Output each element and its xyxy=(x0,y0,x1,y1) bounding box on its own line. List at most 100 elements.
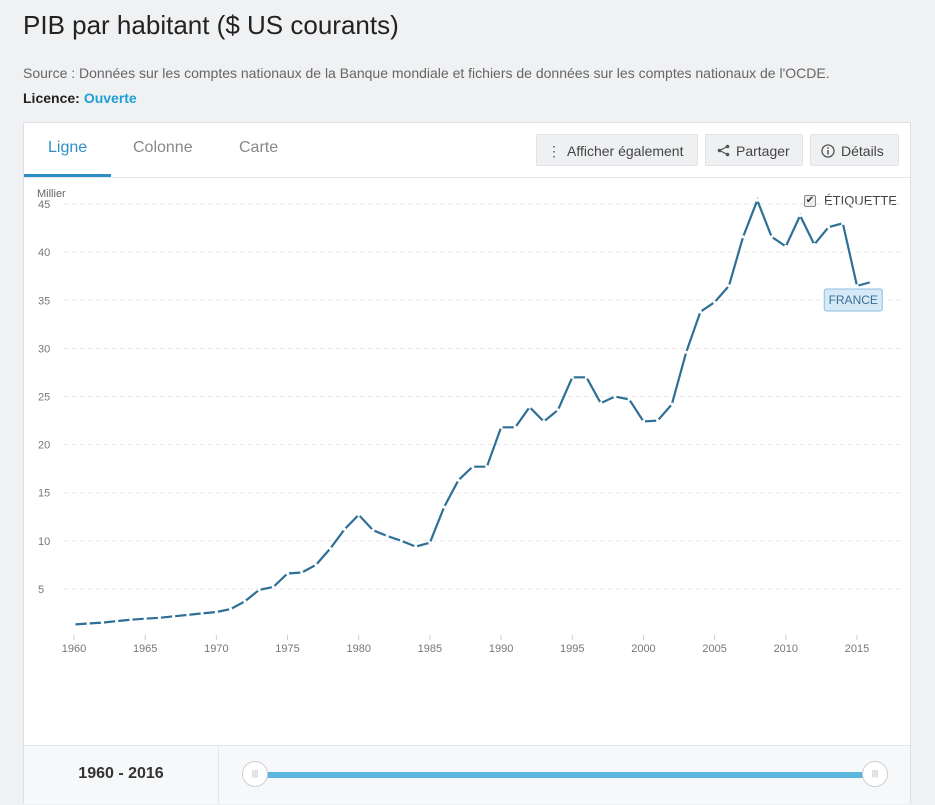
x-tick-label-1970: 1970 xyxy=(204,643,228,655)
grid xyxy=(64,203,902,590)
data-point-1977 xyxy=(314,563,318,567)
share-button[interactable]: Partager xyxy=(705,134,803,166)
data-point-1990 xyxy=(499,425,503,429)
x-tick-label-1965: 1965 xyxy=(133,643,157,655)
data-point-1982 xyxy=(385,534,389,538)
data-point-1974 xyxy=(271,585,275,589)
details-button[interactable]: Détails xyxy=(810,134,899,166)
data-point-1961 xyxy=(86,621,90,626)
series-label-box xyxy=(823,288,883,312)
data-point-2002 xyxy=(670,402,674,406)
data-point-1989 xyxy=(485,465,489,469)
data-points xyxy=(72,198,873,627)
x-tick-label-2005: 2005 xyxy=(702,643,726,655)
data-point-1978 xyxy=(328,546,332,551)
data-point-1988 xyxy=(471,465,475,469)
data-point-1991 xyxy=(513,425,517,429)
show-also-label: Afficher également xyxy=(567,143,684,159)
data-point-1985 xyxy=(428,541,432,545)
data-point-1965 xyxy=(143,617,147,621)
data-point-1960 xyxy=(72,622,76,627)
y-tick-label-35: 35 xyxy=(38,295,50,307)
series-label-france: FRANCE xyxy=(829,293,878,307)
tab-colonne[interactable]: Colonne xyxy=(133,139,193,156)
data-point-1972 xyxy=(243,599,247,604)
data-point-2008 xyxy=(755,198,759,202)
licence-label: Licence: xyxy=(23,90,80,106)
data-point-2006 xyxy=(727,284,731,288)
data-point-2011 xyxy=(798,214,802,218)
series-line-france xyxy=(73,197,872,626)
y-tick-label-20: 20 xyxy=(38,440,50,452)
source-text: Source : Données sur les comptes nationa… xyxy=(23,65,830,81)
time-range-bar: 1960 - 2016 ||| ||| xyxy=(24,745,910,804)
info-icon xyxy=(821,135,835,167)
data-point-2014 xyxy=(841,221,845,225)
data-point-2005 xyxy=(713,300,717,304)
licence-link[interactable]: Ouverte xyxy=(83,90,137,106)
data-point-2009 xyxy=(769,235,774,239)
x-tick-label-1975: 1975 xyxy=(275,643,299,655)
active-tab-indicator xyxy=(24,174,111,177)
x-tick-label-1960: 1960 xyxy=(62,643,86,655)
y-axis-label: Millier xyxy=(37,188,66,200)
data-point-1987 xyxy=(456,478,460,482)
data-point-1992 xyxy=(527,405,532,409)
data-point-2010 xyxy=(784,244,788,249)
y-tick-label-10: 10 xyxy=(38,536,50,548)
y-tick-label-15: 15 xyxy=(38,488,50,500)
tab-carte[interactable]: Carte xyxy=(239,139,279,156)
data-point-1980 xyxy=(357,513,361,517)
data-point-2003 xyxy=(684,350,688,354)
data-point-1967 xyxy=(172,614,176,618)
kebab-icon: ⋮ xyxy=(547,143,561,159)
data-point-1964 xyxy=(129,618,133,622)
range-start-handle[interactable]: ||| xyxy=(242,761,268,787)
label-checkbox[interactable]: ✔ xyxy=(804,195,816,207)
line-chart: Millier 5 10 15 20 25 30 35 40 45 1960 1965 1970 197… xyxy=(37,188,902,655)
data-point-1979 xyxy=(342,527,347,531)
y-tick-label-5: 5 xyxy=(38,584,44,596)
data-point-1971 xyxy=(229,607,233,611)
data-point-1993 xyxy=(542,419,546,424)
x-tick-label-2000: 2000 xyxy=(631,643,655,655)
data-point-1973 xyxy=(257,588,261,592)
data-point-1981 xyxy=(371,528,375,532)
data-point-2015 xyxy=(855,284,859,288)
data-point-2007 xyxy=(741,235,745,239)
range-slider-track[interactable] xyxy=(254,772,876,778)
data-point-1966 xyxy=(157,616,162,620)
x-tick-label-1985: 1985 xyxy=(418,643,442,655)
data-point-2004 xyxy=(698,310,703,314)
axis-ticks: 5 10 15 20 25 30 35 40 45 1960 1965 1970 1975 1980 198… xyxy=(38,199,869,655)
data-point-1998 xyxy=(613,394,617,399)
y-tick-label-45: 45 xyxy=(38,199,50,211)
x-tick-label-1990: 1990 xyxy=(489,643,513,655)
data-point-1969 xyxy=(200,611,204,616)
data-point-1996 xyxy=(584,375,589,379)
data-point-2012 xyxy=(812,242,816,247)
data-point-1968 xyxy=(186,613,190,617)
data-point-2000 xyxy=(641,419,646,424)
data-point-1999 xyxy=(627,397,631,401)
x-tick-label-2015: 2015 xyxy=(845,643,869,655)
data-point-1986 xyxy=(442,505,446,509)
data-point-2013 xyxy=(826,225,831,229)
x-tick-label-2010: 2010 xyxy=(774,643,798,655)
data-point-2016 xyxy=(869,280,873,284)
x-tick-label-1980: 1980 xyxy=(346,643,370,655)
data-point-1984 xyxy=(414,544,418,549)
data-point-1994 xyxy=(556,408,560,412)
y-tick-label-25: 25 xyxy=(38,392,50,404)
data-point-1962 xyxy=(100,620,105,625)
data-point-2001 xyxy=(656,418,660,423)
data-point-1997 xyxy=(599,401,603,405)
licence: Licence: Ouverte xyxy=(23,90,137,106)
series-labels: FRANCE xyxy=(823,288,883,312)
y-tick-label-40: 40 xyxy=(38,247,50,259)
data-point-1975 xyxy=(285,571,290,576)
data-point-1995 xyxy=(570,375,574,379)
show-also-button[interactable]: ⋮ Afficher également xyxy=(536,134,698,166)
range-end-handle[interactable]: ||| xyxy=(862,761,888,787)
tab-ligne[interactable]: Ligne xyxy=(48,139,88,156)
